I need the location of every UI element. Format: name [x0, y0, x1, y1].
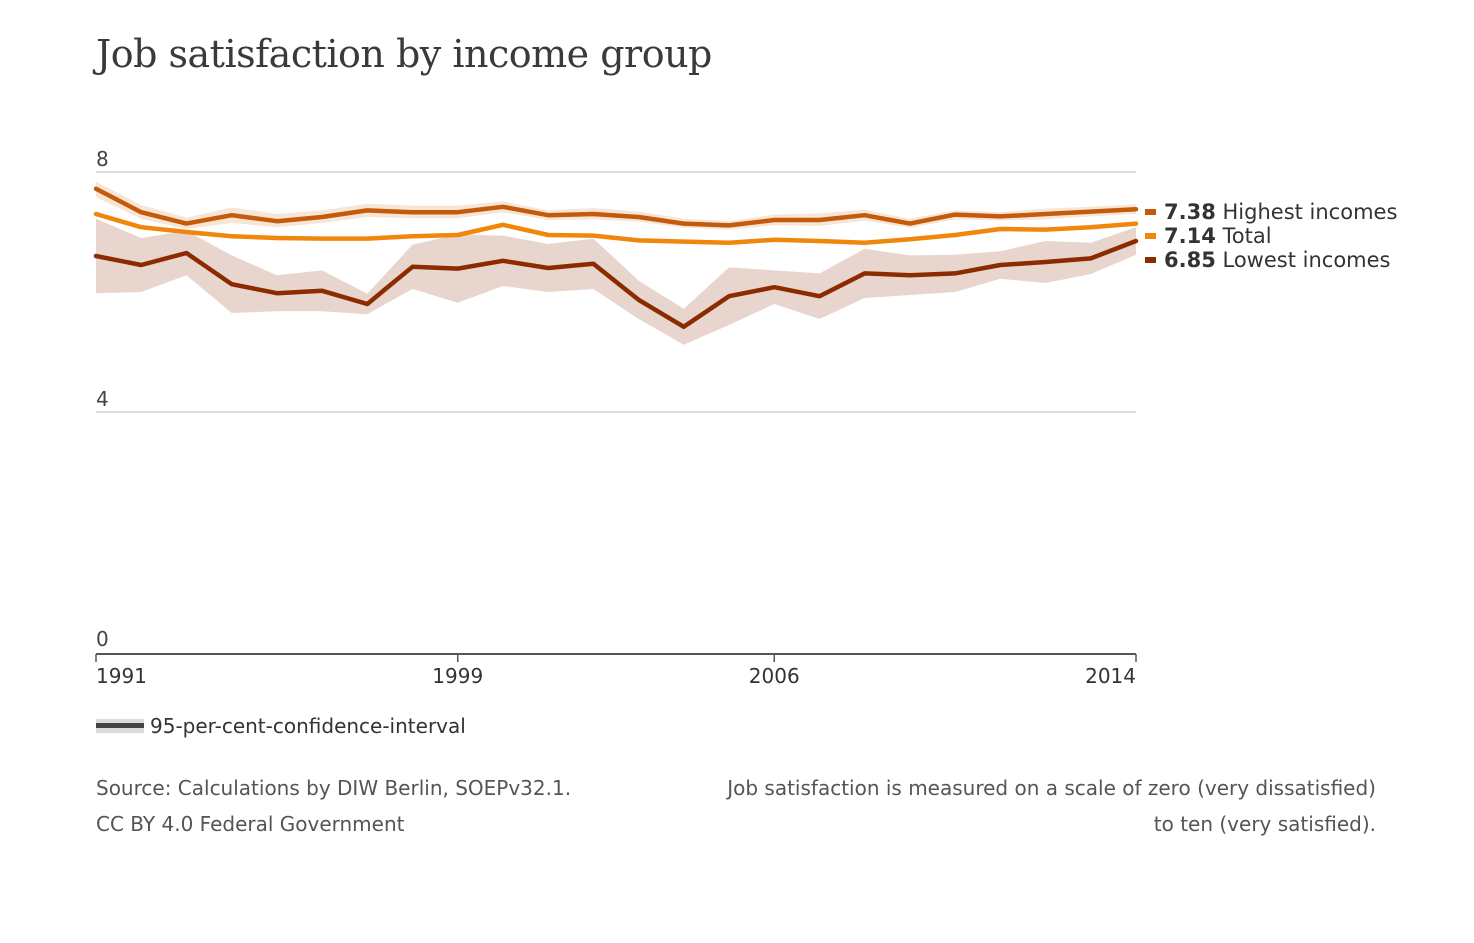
series-line-highest-incomes [93, 186, 1139, 228]
scale-note-line-1: Job satisfaction is measured on a scale … [727, 776, 1376, 800]
series-name: Lowest incomes [1216, 248, 1391, 272]
series-line-lowest-incomes [93, 238, 1139, 330]
series-line-total [93, 211, 1139, 246]
series-marker [1145, 233, 1156, 239]
chart-canvas: 8 4 0 1991 1999 2006 2014 7.38 Highest income… [93, 147, 1397, 688]
series-marker [1145, 209, 1156, 215]
x-tick-label: 1991 [96, 664, 147, 688]
source-line: Source: Calculations by DIW Berlin, SOEP… [96, 776, 572, 800]
x-tick-label: 2006 [749, 664, 800, 688]
series-marker [1145, 257, 1156, 263]
series-end-value: 6.85 [1164, 248, 1216, 272]
series-end-value: 7.38 [1164, 200, 1216, 224]
scale-note-line-2: to ten (very satisfied). [1153, 812, 1376, 836]
series-end-label: 6.85 Lowest incomes [1164, 248, 1390, 272]
ci-band-highest-incomes [96, 181, 1136, 230]
x-tick-label: 2014 [1085, 664, 1136, 688]
series-end-label: 7.14 Total [1164, 224, 1272, 248]
grid-lines [96, 171, 1136, 413]
legend-label: 95-per-cent-confidence-interval [150, 714, 466, 738]
confidence-bands [96, 181, 1136, 345]
confidence-interval-swatch [96, 719, 144, 733]
legend: 95-per-cent-confidence-interval [96, 712, 466, 740]
series-lines [93, 186, 1139, 330]
y-tick-label: 0 [96, 627, 109, 651]
license-line: CC BY 4.0 Federal Government [96, 812, 405, 836]
chart-title: Job satisfaction by income group [96, 32, 712, 76]
source-note: Source: Calculations by DIW Berlin, SOEP… [96, 770, 571, 842]
series-end-value: 7.14 [1164, 224, 1216, 248]
y-axis-labels: 8 4 0 [96, 147, 109, 651]
x-axis: 1991 1999 2006 2014 [95, 653, 1137, 688]
y-tick-label: 8 [96, 147, 109, 171]
series-name: Highest incomes [1216, 200, 1398, 224]
scale-note: Job satisfaction is measured on a scale … [727, 770, 1376, 842]
series-end-label: 7.38 Highest incomes [1164, 200, 1397, 224]
x-tick-label: 1999 [432, 664, 483, 688]
series-name: Total [1216, 224, 1272, 248]
y-tick-label: 4 [96, 387, 109, 411]
